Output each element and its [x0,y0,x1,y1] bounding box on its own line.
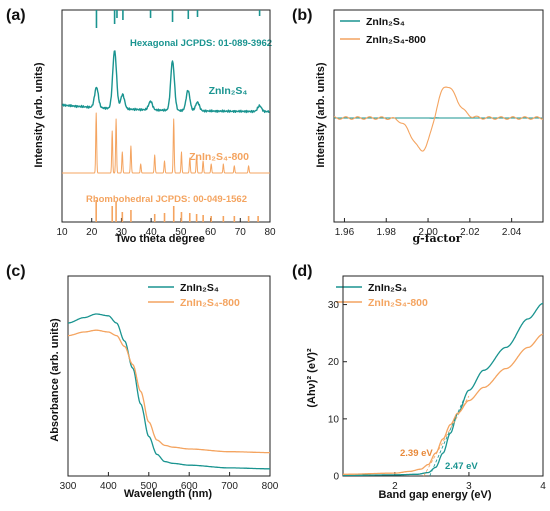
plot-b-xtick-label: 2.02 [460,227,480,238]
legend-label-c-teal: ZnIn₂S₄ [180,282,219,294]
ylabel-b: Intensity (arb. units) [315,62,327,167]
plot-a-xtick-label: 80 [264,227,276,238]
ylabel-d: (Ahν)² (eV)² [306,348,318,408]
plot-d-ytick-label: 10 [328,414,340,425]
ref-label-rhombohedral: Rhombohedral JCPDS: 00-049-1562 [86,194,247,205]
panel-label-d: (d) [292,263,312,280]
plot-d-frame [342,275,544,477]
plot-d-xtick-label: 4 [540,481,546,492]
plot-d-xtick-label: 2 [392,481,398,492]
plot-d-ytick-label: 20 [328,357,340,368]
plot-d-xtick-label: 3 [466,481,472,492]
plot-b-xtick-label: 1.96 [335,227,355,238]
panel-label-c: (c) [6,263,26,280]
series-line-a-ZnIn2S4-800 [61,112,271,174]
plot-b-xtick-label: 1.98 [377,227,397,238]
ylabel-c: Absorbance (arb. units) [49,318,61,442]
plot-b-xtick-label: 2.00 [418,227,438,238]
plot-c-xtick-label: 500 [140,481,157,492]
plot-c-xtick-label: 800 [262,481,279,492]
series-line-d-ZnIn2S4 [343,302,544,477]
plot-c-xtick-label: 600 [181,481,198,492]
plot-d-ytick-label: 0 [333,472,339,483]
series-label-a-orange: ZnIn₂S₄-800 [189,151,249,163]
series-line-b-ZnIn2S4-800 [333,86,544,152]
xlabel-c: Wavelength (nm) [124,488,213,500]
annotation-2.47eV: 2.47 eV [445,461,478,472]
legend-label-b-orange: ZnIn₂S₄-800 [366,34,426,46]
xlabel-b: g-factor [412,232,461,245]
ref-label-hexagonal: Hexagonal JCPDS: 01-089-3962 [130,38,272,49]
series-line-d-ZnIn2S4-800 [343,333,544,475]
plot-a-xtick-label: 60 [205,227,217,238]
panel-label-a: (a) [6,7,26,24]
plot-c-xtick-label: 700 [221,481,238,492]
ylabel-a: Intensity (arb. units) [33,62,45,167]
xlabel-d: Band gap energy (eV) [378,489,491,501]
panel-label-b: (b) [292,7,312,24]
plot-d-ytick-label: 30 [328,300,340,311]
plot-c-frame [67,275,271,477]
tangent-d-ZnIn2S4 [429,395,466,477]
series-line-c-ZnIn2S4 [68,313,270,470]
series-label-a-teal: ZnIn₂S₄ [209,85,248,97]
series-line-a-ZnIn2S4 [61,50,270,114]
legend-label-d-teal: ZnIn₂S₄ [368,282,407,294]
legend-label-c-orange: ZnIn₂S₄-800 [180,297,240,309]
plot-a-xtick-label: 50 [175,227,187,238]
plot-a-xtick-label: 10 [56,227,68,238]
plot-a-xtick-label: 20 [86,227,98,238]
plot-a-xtick-label: 70 [235,227,247,238]
plot-a-frame [61,9,271,223]
plot-c-xtick-label: 300 [60,481,77,492]
series-line-c-ZnIn2S4-800 [68,329,270,454]
plot-b-frame [333,9,544,223]
plot-a-xtick-label: 40 [146,227,158,238]
xlabel-a: Two theta degree [115,233,205,245]
plot-c-xtick-label: 400 [100,481,117,492]
plot-b-xtick-label: 2.04 [502,227,522,238]
legend-label-d-orange: ZnIn₂S₄-800 [368,297,428,309]
annotation-2.39eV: 2.39 eV [400,448,433,459]
tangent-d-ZnIn2S4-800 [423,395,470,477]
plot-a-xtick-label: 30 [116,227,128,238]
legend-label-b-teal: ZnIn₂S₄ [366,16,405,28]
